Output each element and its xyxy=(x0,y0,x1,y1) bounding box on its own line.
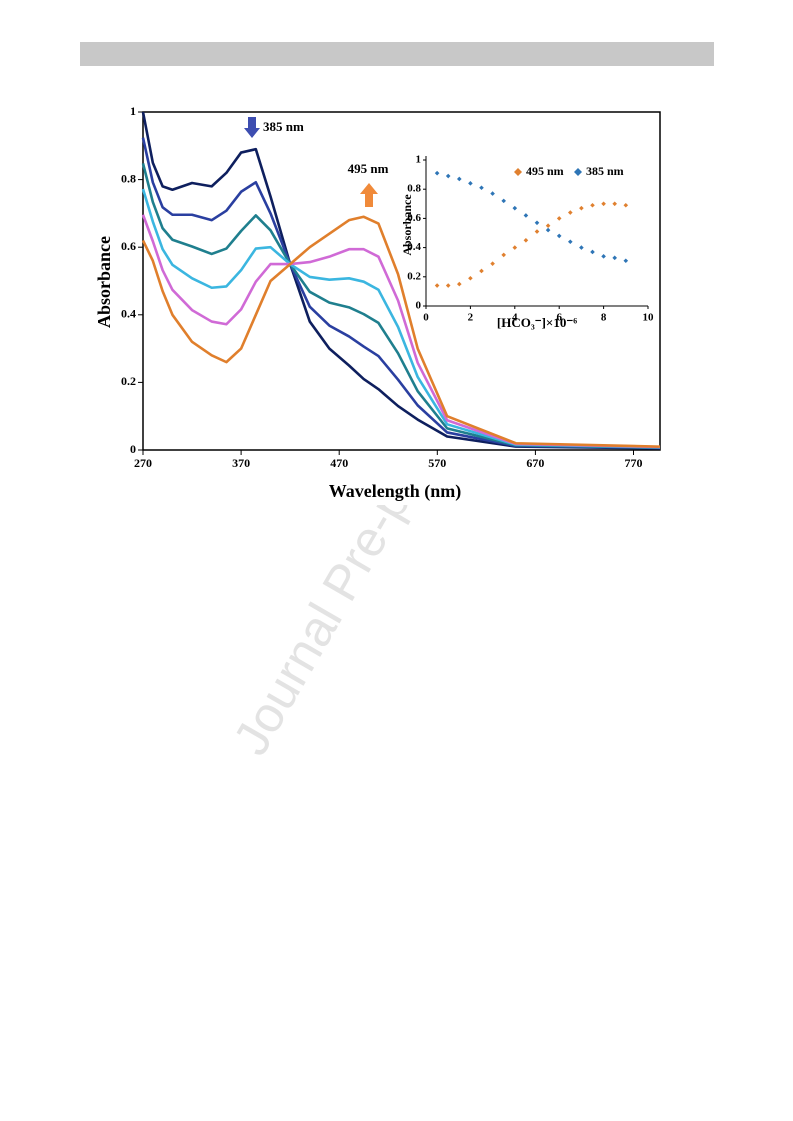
x-tick-label: 10 xyxy=(643,312,655,324)
point xyxy=(468,181,473,186)
legend-marker xyxy=(514,168,522,176)
x-tick-label: 670 xyxy=(526,456,544,470)
y-tick-label: 0.4 xyxy=(407,241,421,253)
y-tick-label: 0.4 xyxy=(121,307,136,321)
point xyxy=(434,283,440,288)
y-tick-label: 0 xyxy=(130,442,136,456)
x-tick-label: 470 xyxy=(330,456,348,470)
point xyxy=(545,227,551,233)
point xyxy=(512,205,518,211)
point xyxy=(490,261,495,266)
inset-y-axis-title: Absorbance xyxy=(400,194,414,256)
y-tick-label: 0.8 xyxy=(407,183,421,195)
point xyxy=(590,202,595,208)
point xyxy=(568,210,573,215)
legend-label: 385 nm xyxy=(586,164,624,178)
annotation: 385 nm xyxy=(263,119,304,134)
y-tick-label: 0.6 xyxy=(121,239,136,253)
inset-x-axis-title: [HCO₃⁻]×10⁻⁶ xyxy=(497,315,577,330)
plot-frame xyxy=(142,111,661,451)
arrow-up xyxy=(360,183,378,207)
x-tick-label: 270 xyxy=(134,456,152,470)
point xyxy=(534,229,540,234)
x-tick-label: 2 xyxy=(468,312,474,324)
y-tick-label: 1 xyxy=(130,104,136,118)
annotation: 495 nm xyxy=(348,161,389,176)
point xyxy=(568,239,573,245)
point xyxy=(479,268,484,274)
x-tick-label: 0 xyxy=(423,312,429,324)
point xyxy=(457,176,462,182)
x-tick-label: 6 xyxy=(556,312,562,324)
point xyxy=(601,201,606,207)
point xyxy=(479,185,484,191)
point xyxy=(556,233,562,239)
point xyxy=(457,281,462,287)
point xyxy=(590,249,595,255)
spectrum-line xyxy=(141,215,661,448)
y-tick-label: 0.6 xyxy=(407,212,421,224)
point xyxy=(501,198,506,204)
x-tick-label: 8 xyxy=(601,312,607,324)
point xyxy=(579,205,584,211)
point xyxy=(490,191,495,196)
point xyxy=(445,173,451,179)
point xyxy=(512,245,518,250)
point xyxy=(501,252,506,258)
y-tick-label: 0.2 xyxy=(407,270,421,282)
point xyxy=(612,201,617,207)
point xyxy=(523,213,529,218)
point xyxy=(612,255,617,261)
y-tick-label: 1 xyxy=(416,154,422,166)
legend-label: 495 nm xyxy=(526,164,564,178)
arrow-down xyxy=(244,117,260,138)
point xyxy=(601,254,606,259)
x-tick-label: 4 xyxy=(512,312,518,324)
y-tick-label: 0.8 xyxy=(121,171,136,185)
point xyxy=(434,170,440,176)
legend-marker xyxy=(574,168,582,176)
x-axis-title: Wavelength (nm) xyxy=(329,481,462,502)
x-tick-label: 570 xyxy=(428,456,446,470)
point xyxy=(579,245,584,250)
point xyxy=(545,223,551,228)
y-tick-label: 0 xyxy=(416,300,422,312)
header-bar xyxy=(80,42,714,66)
point xyxy=(623,258,629,264)
point xyxy=(445,283,451,288)
x-tick-label: 370 xyxy=(232,456,250,470)
point xyxy=(623,202,629,208)
point xyxy=(556,216,562,221)
y-tick-label: 0.2 xyxy=(121,374,136,388)
point xyxy=(534,220,540,226)
point xyxy=(523,238,529,243)
point xyxy=(468,275,473,281)
x-tick-label: 770 xyxy=(625,456,643,470)
y-axis-title: Absorbance xyxy=(94,236,114,328)
